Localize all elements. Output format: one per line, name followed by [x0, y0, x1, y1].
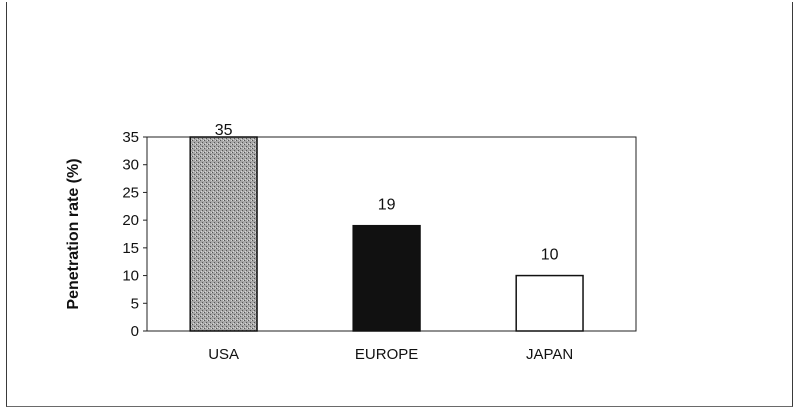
y-axis-label: Penetration rate (%) [65, 158, 82, 309]
data-label: 19 [378, 197, 396, 214]
figure-frame [6, 2, 793, 407]
bar-usa [189, 136, 258, 332]
y-tick-label: 15 [122, 240, 139, 257]
y-tick-label: 30 [122, 157, 139, 174]
data-label: 10 [541, 247, 559, 264]
y-tick-label: 25 [122, 184, 139, 201]
data-label: 35 [215, 122, 233, 139]
x-tick-label: USA [208, 346, 239, 363]
x-tick-label: EUROPE [355, 346, 418, 363]
y-tick-label: 20 [122, 212, 139, 229]
bar-japan [515, 274, 584, 332]
bar-europe [352, 224, 421, 332]
y-tick-label: 10 [122, 268, 139, 285]
y-tick-label: 0 [131, 323, 139, 340]
y-tick-label: 35 [122, 129, 139, 146]
x-tick-label: JAPAN [526, 346, 573, 363]
y-tick-label: 5 [131, 295, 139, 312]
